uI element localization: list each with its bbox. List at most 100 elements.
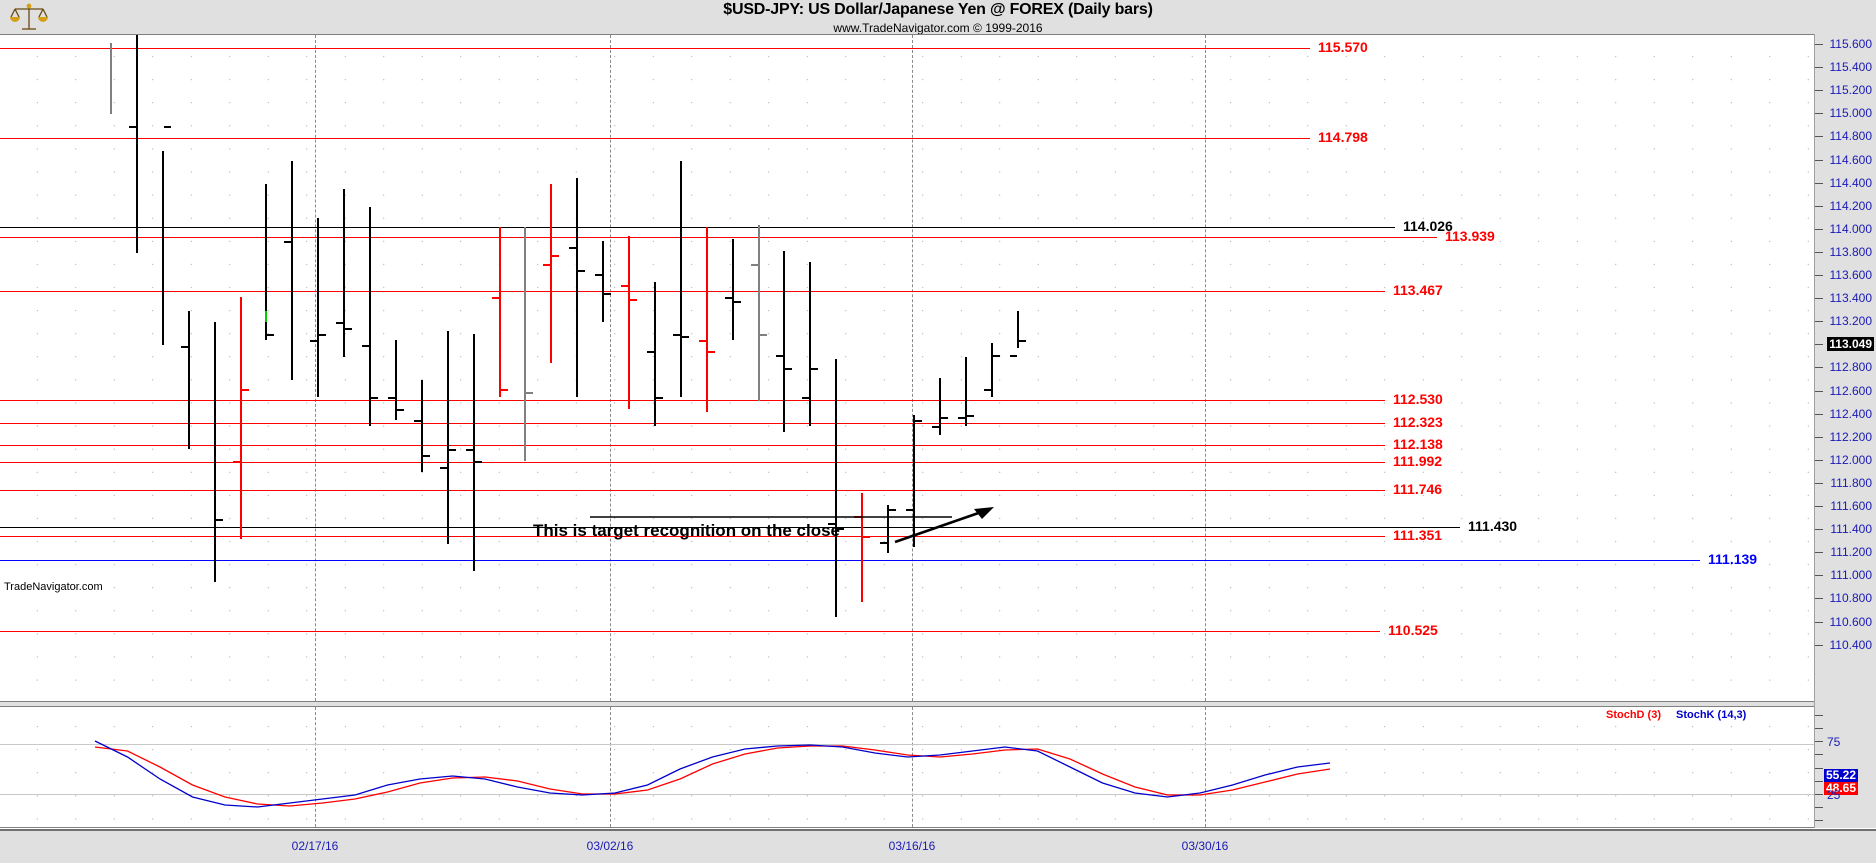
price-level-line (0, 560, 1700, 562)
ohlc-close-tick (241, 389, 249, 392)
price-axis-tick (1815, 344, 1823, 346)
ohlc-open-tick (543, 264, 551, 267)
price-level-label: 111.746 (1393, 481, 1443, 498)
price-axis-label: 115.400 (1829, 60, 1873, 75)
ohlc-close-tick (863, 535, 871, 538)
price-level-line (0, 490, 1385, 492)
stoch-axis-tick (1815, 728, 1823, 730)
ohlc-open-tick (128, 125, 136, 128)
ohlc-close-tick (500, 389, 508, 392)
ohlc-bar (679, 160, 682, 398)
ohlc-open-tick (672, 333, 680, 336)
ohlc-bar (809, 262, 812, 427)
ohlc-close-tick (1018, 339, 1026, 342)
price-level-label: 113.939 (1445, 227, 1495, 244)
ohlc-close-tick (578, 270, 586, 273)
stoch-axis-label: 75 (1827, 735, 1841, 750)
ohlc-bar (161, 151, 164, 346)
price-axis-tick (1815, 136, 1823, 138)
ohlc-bar (990, 342, 993, 398)
price-axis-tick (1815, 529, 1823, 531)
chart-subtitle: www.TradeNavigator.com © 1999-2016 (833, 21, 1043, 35)
ohlc-close-tick (526, 391, 534, 394)
price-axis-tick (1815, 552, 1823, 554)
ohlc-bar (369, 206, 371, 427)
stoch-axis-tick (1815, 820, 1823, 821)
stoch-axis-tick (1815, 767, 1823, 769)
ohlc-open-tick (439, 466, 447, 469)
price-axis-tick (1815, 644, 1823, 646)
watermark: TradeNavigator.com (4, 581, 103, 593)
price-axis-tick (1815, 182, 1823, 184)
price-axis-tick (1815, 367, 1823, 369)
price-axis-label: 110.400 (1829, 637, 1873, 652)
ohlc-close-tick (371, 397, 378, 400)
price-axis-label: 111.200 (1830, 545, 1872, 560)
ohlc-bar (498, 227, 501, 398)
stoch-guide-line (0, 744, 1814, 745)
stoch-legend-k: StochK (14,3) (1676, 709, 1747, 721)
ohlc-open-tick (905, 509, 913, 512)
ohlc-bar (472, 333, 475, 571)
date-axis[interactable]: 02/17/16 03/02/16 03/16/16 03/30/16 (0, 829, 1876, 863)
price-axis-label: 115.000 (1829, 106, 1873, 121)
ohlc-bar (343, 189, 346, 357)
last-price-tag: 113.049 (1827, 337, 1874, 351)
ohlc-bar (705, 227, 708, 413)
stochastic-pane[interactable]: StochD (3) StochK (14,3) (0, 706, 1814, 828)
price-axis-label: 110.800 (1829, 591, 1873, 606)
ohlc-green-marker (265, 310, 268, 322)
price-axis-tick (1815, 159, 1823, 161)
date-axis-label: 03/02/16 (586, 839, 634, 853)
ohlc-close-tick (396, 408, 404, 411)
arrow-pointer-icon (590, 507, 994, 544)
ohlc-close-tick (785, 368, 793, 371)
ohlc-open-tick (595, 273, 603, 276)
price-axis-label: 111.800 (1830, 475, 1872, 490)
ohlc-open-tick (180, 346, 188, 349)
ohlc-bar (135, 35, 138, 253)
grid-dots (0, 35, 1814, 701)
price-axis-tick (1815, 482, 1823, 484)
stoch-axis-tick (1815, 741, 1823, 743)
ohlc-open-tick (776, 354, 784, 357)
stochastic-curves (94, 740, 1331, 808)
price-axis-tick (1815, 298, 1823, 300)
price-axis-tick (1815, 598, 1823, 600)
ohlc-open-tick (646, 351, 654, 354)
ohlc-open-tick (387, 397, 395, 400)
ohlc-bar (524, 227, 527, 461)
ohlc-bar (291, 160, 294, 380)
price-axis-label: 114.600 (1829, 152, 1873, 167)
date-axis-label: 03/16/16 (888, 839, 936, 853)
page-title: $USD-JPY: US Dollar/Japanese Yen @ FOREX… (723, 1, 1153, 18)
stoch-d-value-tag: 48.65 (1823, 781, 1858, 795)
date-gridline (1205, 707, 1206, 827)
price-axis-tick (1815, 275, 1823, 276)
price-axis-label: 111.600 (1830, 499, 1872, 513)
date-gridline (610, 35, 611, 701)
price-axis-tick (1815, 459, 1823, 461)
chart-header: $USD-JPY: US Dollar/Japanese Yen @ FOREX… (0, 0, 1876, 35)
ohlc-close-tick (630, 299, 637, 302)
ohlc-open-tick (491, 296, 499, 299)
ohlc-bar (394, 339, 397, 421)
stoch-axis-tick (1815, 715, 1823, 717)
price-axis-right[interactable]: 115.600 115.400 115.200 115.000 114.800 114.6… (1814, 34, 1876, 828)
ohlc-close-tick (345, 327, 353, 330)
ohlc-open-tick (802, 397, 810, 400)
price-axis-tick (1815, 621, 1823, 623)
ohlc-bar (783, 250, 786, 432)
price-axis-tick (1815, 413, 1823, 415)
ohlc-bar (757, 225, 760, 401)
ohlc-close-tick (966, 414, 974, 417)
price-chart-pane[interactable]: 115.570 114.798 114.026 113.939 113.467 112.5… (0, 34, 1814, 702)
price-level-line (0, 526, 1460, 528)
price-axis-tick (1815, 575, 1823, 577)
stoch-curve (94, 740, 1331, 808)
ohlc-close-tick (474, 460, 482, 463)
price-axis-label: 113.600 (1829, 268, 1873, 282)
date-gridline (1205, 35, 1206, 701)
ohlc-close-tick (215, 518, 223, 521)
ohlc-close-tick (448, 449, 456, 452)
